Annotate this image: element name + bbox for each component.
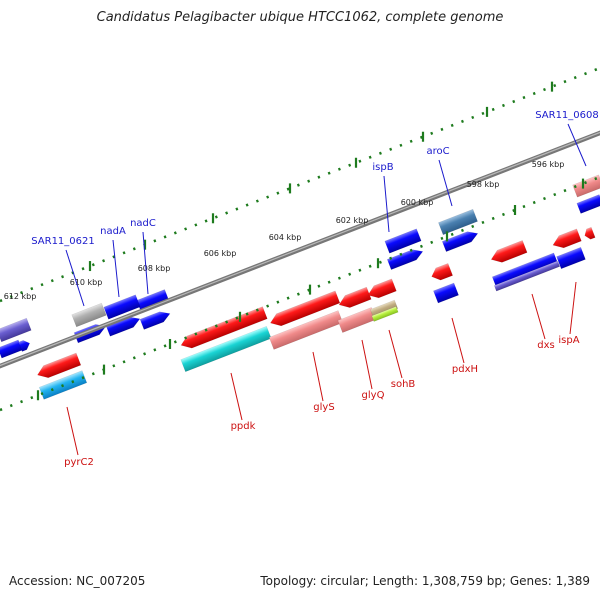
- topology-text: Topology: circular; Length: 1,308,759 bp…: [259, 574, 590, 588]
- gene-aroC-shape: [438, 208, 478, 236]
- sohb-leader: [388, 329, 403, 379]
- tick-label: 610 kbp: [70, 278, 103, 287]
- gene-layer: [0, 174, 600, 400]
- ppdk-leader: [230, 372, 243, 421]
- gene-aroC: [438, 208, 478, 236]
- gene-ispA-shape: [556, 246, 586, 270]
- tick-label: 600 kbp: [401, 198, 434, 207]
- tick-label: 598 kbp: [467, 180, 500, 189]
- leader-layer: SAR11_0608 aroC ispB nadC nadA SAR11_0621 ispA…: [31, 110, 599, 468]
- gene-right-edge-shape: [584, 226, 596, 240]
- pdxh-leader: [451, 317, 465, 364]
- tick-label: 604 kbp: [269, 233, 302, 242]
- gene-dxs-head: [490, 240, 528, 263]
- tick-label: 612 kbp: [4, 292, 37, 301]
- glyq-label: glyQ: [362, 390, 385, 401]
- nada-leader: [112, 239, 120, 298]
- gene-SAR11_0621-shape: [71, 302, 107, 328]
- gene-sohB: [371, 306, 399, 322]
- gene-sohB-shape: [371, 306, 399, 322]
- gene-sohB-head: [367, 278, 397, 299]
- gene-left-edge: [0, 317, 32, 343]
- ppdk-label: ppdk: [231, 421, 256, 432]
- gene-glyQ-head-shape: [338, 286, 372, 308]
- scale-ruler-lower: [0, 175, 600, 412]
- gene-left-arrow-small-shape: [18, 340, 30, 352]
- gene-ispB: [384, 228, 422, 254]
- gene-SAR11_0608-lower: [576, 194, 600, 214]
- gene-nadA: [103, 294, 141, 320]
- gene-pdxH-shape: [433, 282, 459, 304]
- gene-pyrC2-head: [37, 352, 82, 379]
- gene-aroC-lower: [441, 231, 479, 252]
- sohb-label: sohB: [391, 379, 416, 390]
- nadc-label: nadC: [130, 218, 156, 229]
- sar11-0621-leader: [65, 249, 85, 307]
- glyq-leader: [361, 339, 373, 390]
- gene-sohB-top: [369, 299, 399, 319]
- ispb-leader: [383, 175, 390, 233]
- genome-backbone-highlight: [0, 131, 600, 367]
- ispa-leader: [569, 281, 577, 335]
- gene-pdxH-head: [431, 262, 453, 281]
- gene-dxs-head-shape: [490, 240, 528, 263]
- gene-pdxH-head-shape: [431, 262, 453, 281]
- pdxh-label: pdxH: [452, 364, 478, 375]
- dxs-label: dxs: [537, 340, 554, 351]
- gene-nadC-lower-shape: [139, 311, 171, 330]
- gene-glyQ-head: [338, 286, 372, 308]
- gene-left-edge-shape: [0, 317, 32, 343]
- gene-glyS-head: [270, 290, 341, 327]
- gene-SAR11_0608-lower-shape: [576, 194, 600, 214]
- sar11-0608-label: SAR11_0608: [535, 110, 599, 121]
- tick-label: 602 kbp: [336, 216, 369, 225]
- gene-ispA-head: [552, 228, 582, 249]
- gene-dxs-shadow-shape: [493, 260, 561, 292]
- gene-ispB-lower-shape: [386, 249, 424, 270]
- gene-left-arrow-small: [18, 340, 30, 352]
- tick-label: 606 kbp: [204, 249, 237, 258]
- gene-nadC-lower: [139, 311, 171, 330]
- gene-aroC-lower-shape: [441, 231, 479, 252]
- gene-sohB-top-shape: [369, 299, 399, 319]
- gene-ppdk-head: [180, 306, 268, 349]
- gene-nadA-shape: [103, 294, 141, 320]
- gene-SAR11_0608-shape: [572, 174, 600, 198]
- ispb-label: ispB: [372, 162, 393, 173]
- gene-ispA-head-shape: [552, 228, 582, 249]
- gene-dxs-shadow: [493, 260, 561, 292]
- gene-ppdk-head-shape: [180, 306, 268, 349]
- ispa-label: ispA: [558, 335, 579, 346]
- gene-SAR11_0621: [71, 302, 107, 328]
- tick-label: 596 kbp: [532, 160, 565, 169]
- gene-ispA: [556, 246, 586, 270]
- map-title: Candidatus Pelagibacter ubique HTCC1062,…: [97, 10, 504, 25]
- nada-label: nadA: [100, 226, 126, 237]
- gene-ispB-lower: [386, 249, 424, 270]
- backbone-layer: 596 kbp 598 kbp 600 kbp 602 kbp 604 kbp 606 k…: [0, 66, 600, 412]
- nadc-leader: [142, 231, 149, 295]
- gene-glyS-head-shape: [270, 290, 341, 327]
- gene-pyrC2-head-shape: [37, 352, 82, 379]
- accession-text: Accession: NC_007205: [9, 574, 145, 588]
- aroc-leader: [438, 159, 453, 207]
- gene-sohB-head-shape: [367, 278, 397, 299]
- aroc-label: aroC: [426, 146, 449, 157]
- pyrc2-leader: [66, 406, 79, 456]
- glys-label: glyS: [313, 402, 334, 413]
- gene-pdxH: [433, 282, 459, 304]
- gene-glyQ: [337, 307, 377, 333]
- glys-leader: [312, 351, 324, 402]
- tick-label: 608 kbp: [138, 264, 171, 273]
- gene-SAR11_0608: [572, 174, 600, 198]
- dxs-leader: [531, 293, 546, 340]
- gene-right-edge: [584, 226, 596, 240]
- sar11-0621-label: SAR11_0621: [31, 236, 95, 247]
- pyrc2-label: pyrC2: [64, 457, 94, 468]
- gene-glyQ-shape: [337, 307, 377, 333]
- sar11-0608-leader: [567, 123, 587, 167]
- gene-ispB-shape: [384, 228, 422, 254]
